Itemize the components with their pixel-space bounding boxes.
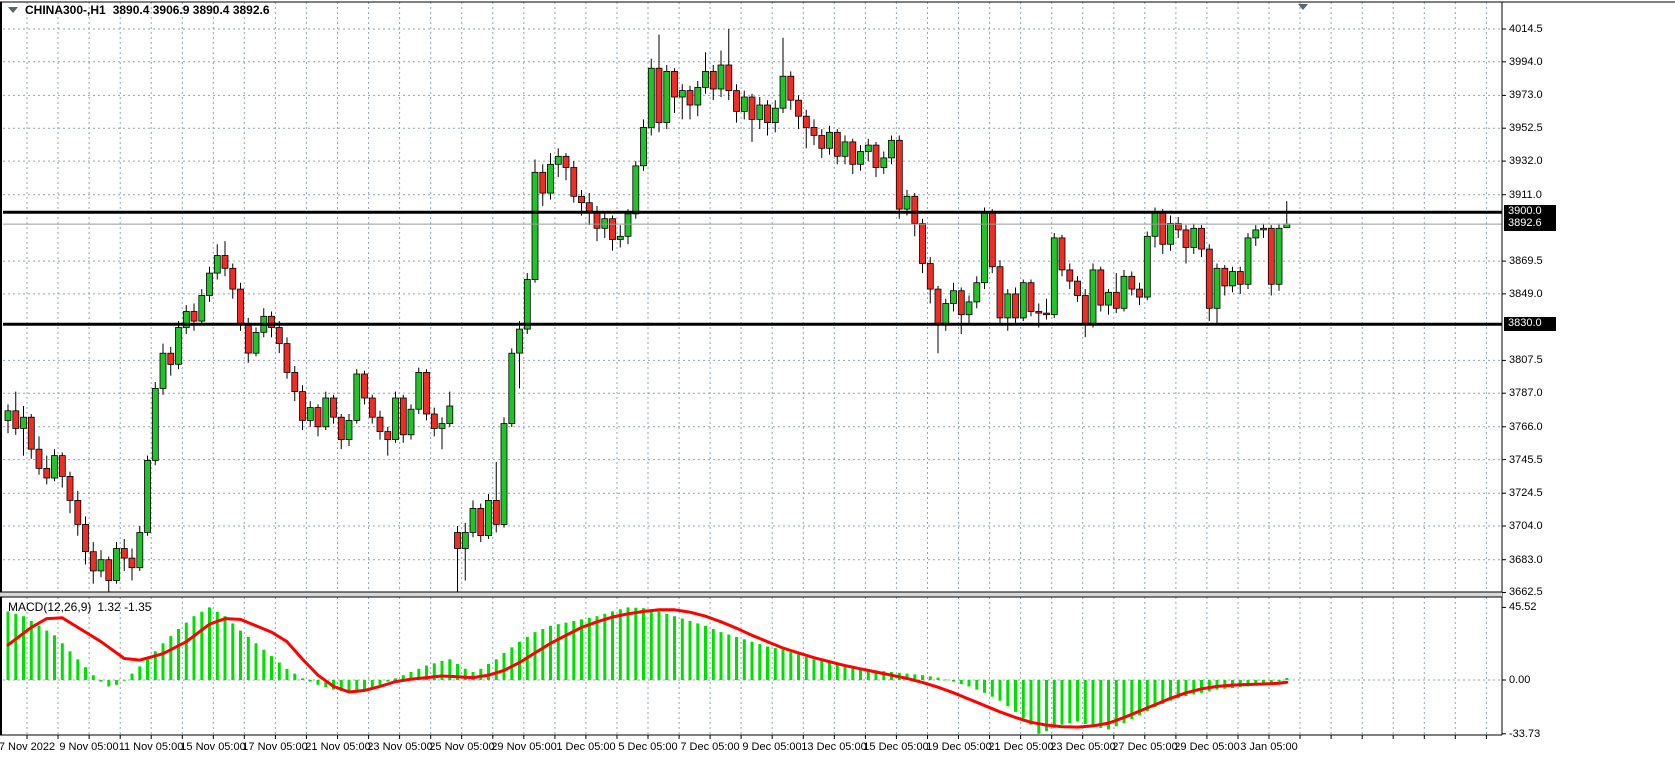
level-price-tag: 3900.0 (1504, 205, 1556, 219)
price-tick-label: 3704.0 (1509, 520, 1543, 532)
time-tick-label: 29 Nov 05:00 (491, 741, 557, 753)
price-tick-label: 3932.0 (1509, 155, 1543, 167)
time-tick-label: 3 Jan 05:00 (1240, 741, 1298, 753)
indicator-values: 1.32 -1.35 (97, 600, 152, 614)
time-tick-label: 15 Nov 05:00 (180, 741, 246, 753)
price-tick-label: 3973.0 (1509, 89, 1543, 101)
indicator-label: MACD(12,26,9) 1.32 -1.35 (8, 600, 151, 614)
price-tick-label: 3683.0 (1509, 554, 1543, 566)
time-tick-label: 17 Nov 05:00 (242, 741, 308, 753)
time-tick-label: 9 Nov 05:00 (59, 741, 119, 753)
symbol-dropdown-icon[interactable] (8, 7, 18, 13)
symbol-period-label: CHINA300-,H1 (25, 3, 106, 17)
price-tick-label: 3994.0 (1509, 56, 1543, 68)
price-tick-label: 3849.0 (1509, 288, 1543, 300)
price-tick-label: 3807.5 (1509, 354, 1543, 366)
time-tick-label: 11 Nov 05:00 (118, 741, 184, 753)
time-tick-label: 23 Nov 05:00 (367, 741, 433, 753)
price-tick-label: 3787.0 (1509, 387, 1543, 399)
time-tick-label: 7 Dec 05:00 (680, 741, 740, 753)
price-tick-label: 3952.5 (1509, 122, 1543, 134)
time-tick-label: 5 Dec 05:00 (618, 741, 678, 753)
chart-title: CHINA300-,H1 3890.4 3906.9 3890.4 3892.6 (8, 3, 270, 17)
time-tick-label: 27 Dec 05:00 (1112, 741, 1178, 753)
price-tick-label: 3766.0 (1509, 421, 1543, 433)
price-tick-label: 3869.5 (1509, 255, 1543, 267)
time-tick-label: 9 Dec 05:00 (742, 741, 802, 753)
time-tick-label: 29 Dec 05:00 (1174, 741, 1240, 753)
price-tick-label: 3724.5 (1509, 487, 1543, 499)
time-tick-label: 15 Dec 05:00 (863, 741, 929, 753)
time-tick-label: 7 Nov 2022 (0, 741, 56, 753)
time-tick-label: 25 Nov 05:00 (429, 741, 495, 753)
price-tick-label: 3662.5 (1509, 586, 1543, 598)
time-tick-label: 21 Nov 05:00 (305, 741, 371, 753)
indicator-tick-label: 45.52 (1509, 601, 1537, 613)
level-price-tag: 3830.0 (1504, 317, 1556, 331)
time-tick-label: 1 Dec 05:00 (556, 741, 616, 753)
time-tick-label: 13 Dec 05:00 (801, 741, 867, 753)
price-tick-label: 3911.0 (1509, 189, 1542, 201)
current-price-tag: 3892.6 (1504, 217, 1556, 231)
indicator-name: MACD(12,26,9) (8, 600, 92, 614)
indicator-tick-label: -33.73 (1509, 728, 1541, 740)
chart-end-marker-icon[interactable] (1298, 4, 1308, 10)
price-tick-label: 4014.5 (1509, 23, 1543, 35)
ohlc-values: 3890.4 3906.9 3890.4 3892.6 (112, 3, 270, 17)
time-tick-label: 19 Dec 05:00 (926, 741, 992, 753)
price-tick-label: 3745.5 (1509, 454, 1543, 466)
time-tick-label: 23 Dec 05:00 (1050, 741, 1116, 753)
indicator-tick-label: 0.00 (1509, 674, 1531, 686)
time-tick-label: 21 Dec 05:00 (988, 741, 1054, 753)
